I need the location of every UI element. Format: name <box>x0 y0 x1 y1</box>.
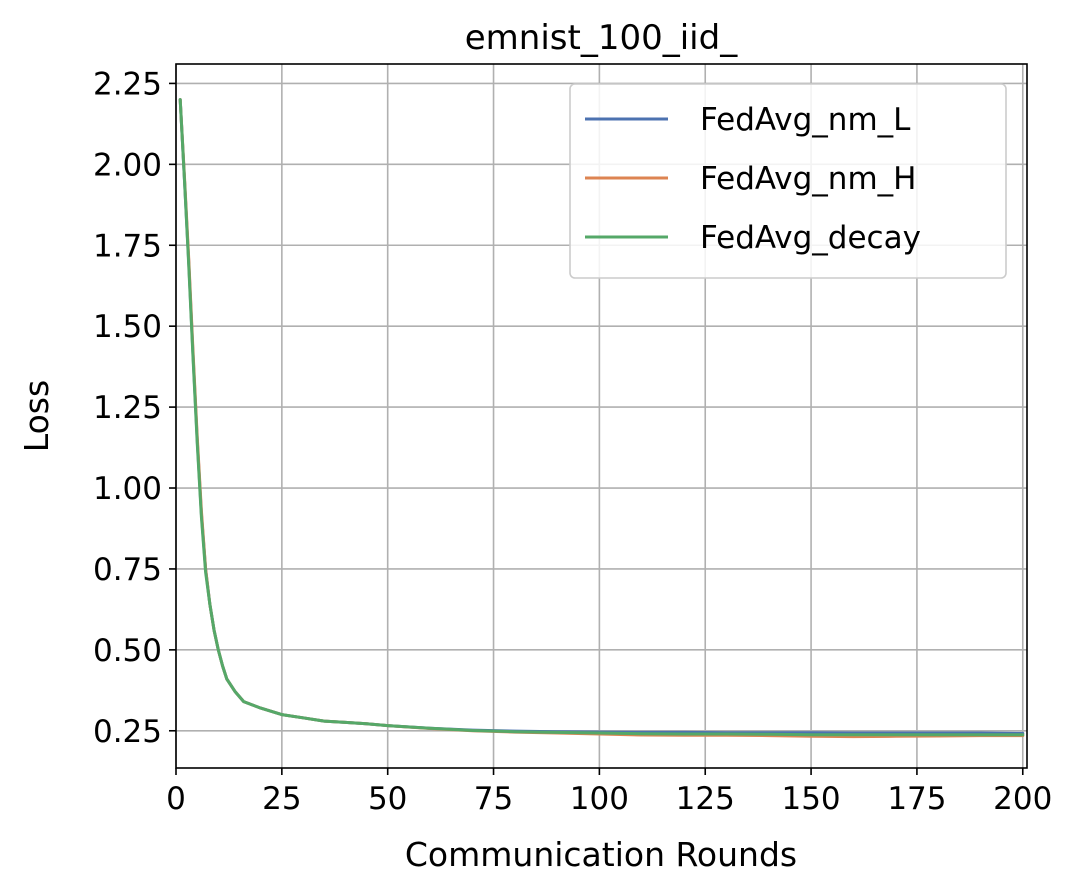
legend-label: FedAvg_decay <box>700 220 921 256</box>
legend-label: FedAvg_nm_H <box>700 161 916 197</box>
chart-title: emnist_100_iid_ <box>465 18 738 58</box>
x-tick-label: 50 <box>368 781 407 817</box>
x-axis-title: Communication Rounds <box>405 835 797 874</box>
series-line-fedavg-decay <box>178 98 1025 737</box>
x-tick-label: 125 <box>676 781 735 817</box>
tick-layer: 0 25 50 75 100 125 150 175 200 0.25 0.50 0.75 1.00 1.… <box>93 66 1052 817</box>
legend-box <box>569 83 1007 279</box>
y-tick-label: 2.00 <box>93 147 162 183</box>
x-tick-label: 25 <box>262 781 301 817</box>
y-tick-label: 1.00 <box>93 471 162 507</box>
legend-label: FedAvg_nm_L <box>700 102 911 138</box>
y-tick-label: 2.25 <box>93 66 162 102</box>
x-tick-label: 75 <box>474 781 513 817</box>
x-tick-label: 175 <box>887 781 946 817</box>
series-layer <box>178 98 1025 739</box>
legend: FedAvg_nm_L FedAvg_nm_H FedAvg_decay <box>569 83 1007 279</box>
y-tick-label: 0.50 <box>93 633 162 669</box>
y-tick-label: 1.75 <box>93 228 162 264</box>
y-tick-label: 0.75 <box>93 552 162 588</box>
x-tick-label: 150 <box>781 781 840 817</box>
x-tick-label: 0 <box>166 781 186 817</box>
y-axis-title: Loss <box>17 380 56 452</box>
x-tick-label: 200 <box>993 781 1052 817</box>
plot-frame <box>175 63 1028 769</box>
x-tick-label: 100 <box>570 781 629 817</box>
y-tick-label: 0.25 <box>93 714 162 750</box>
y-tick-label: 1.50 <box>93 309 162 345</box>
y-tick-label: 1.25 <box>93 390 162 426</box>
